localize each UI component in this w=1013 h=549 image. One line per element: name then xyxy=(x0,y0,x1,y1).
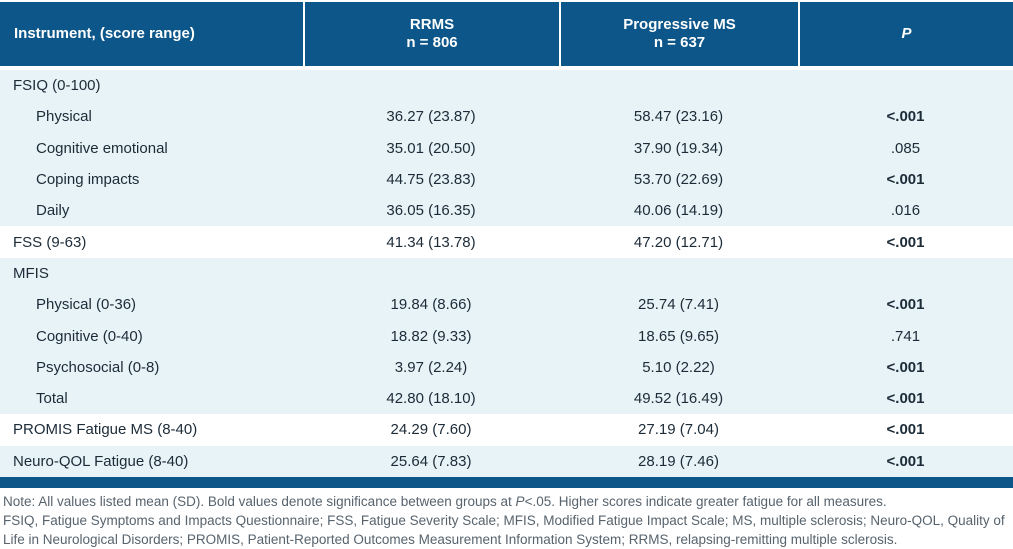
row-label: FSS (9-63) xyxy=(13,233,87,251)
pms-value: 27.19 (7.04) xyxy=(638,421,719,439)
rrms-value: 18.82 (9.33) xyxy=(390,327,472,345)
table-row: Total 42.80 (18.10) 49.52 (16.49) <.001 xyxy=(0,382,1013,415)
pms-value: 28.19 (7.46) xyxy=(638,452,719,470)
header-rrms: RRMS n = 806 xyxy=(303,2,559,66)
rrms-value: 36.05 (16.35) xyxy=(386,202,476,220)
rrms-value: 42.80 (18.10) xyxy=(386,390,476,408)
p-value xyxy=(798,70,1013,101)
p-value: <.001 xyxy=(886,358,925,376)
rrms-value xyxy=(303,258,559,289)
pms-value: 25.74 (7.41) xyxy=(638,296,719,314)
header-p-value: P xyxy=(798,2,1013,66)
rrms-value: 19.84 (8.66) xyxy=(390,296,472,314)
pms-value xyxy=(559,258,798,289)
header-progressive-ms: Progressive MS n = 637 xyxy=(559,2,798,66)
header-rrms-label: RRMS xyxy=(409,16,455,33)
row-label: Neuro-QOL Fatigue (8-40) xyxy=(13,452,189,470)
note-significance: Note: All values listed mean (SD). Bold … xyxy=(3,492,1007,511)
rrms-value xyxy=(303,70,559,101)
p-value: .016 xyxy=(890,202,921,220)
p-value: <.001 xyxy=(886,171,925,189)
note-significance-pre: Note: All values listed mean (SD). Bold … xyxy=(3,493,516,509)
rrms-value: 25.64 (7.83) xyxy=(390,452,472,470)
row-label: FSIQ (0-100) xyxy=(13,77,101,95)
table-row: Physical (0-36) 19.84 (8.66) 25.74 (7.41… xyxy=(0,289,1013,321)
row-label: MFIS xyxy=(13,264,49,282)
table-row: Daily 36.05 (16.35) 40.06 (14.19) .016 xyxy=(0,195,1013,227)
table-bottom-rule xyxy=(0,476,1013,488)
pms-value: 37.90 (19.34) xyxy=(633,139,724,157)
pms-value: 49.52 (16.49) xyxy=(633,390,724,408)
table-row: FSIQ (0-100) xyxy=(0,70,1013,102)
header-progressive-ms-label: Progressive MS xyxy=(623,16,736,33)
p-value: .741 xyxy=(890,327,921,345)
pms-value xyxy=(559,70,798,101)
rrms-value: 24.29 (7.60) xyxy=(390,421,472,439)
row-label: Physical (0-36) xyxy=(36,296,137,314)
p-value: <.001 xyxy=(886,296,925,314)
table-row: FSS (9-63) 41.34 (13.78) 47.20 (12.71) <… xyxy=(0,226,1013,258)
table-row: Neuro-QOL Fatigue (8-40) 25.64 (7.83) 28… xyxy=(0,445,1013,477)
pms-value: 18.65 (9.65) xyxy=(638,327,719,345)
pms-value: 53.70 (22.69) xyxy=(633,171,724,189)
table-row: MFIS xyxy=(0,257,1013,290)
rrms-value: 3.97 (2.24) xyxy=(394,358,468,376)
pms-value: 40.06 (14.19) xyxy=(633,202,724,220)
rrms-value: 44.75 (23.83) xyxy=(386,171,476,189)
header-instrument: Instrument, (score range) xyxy=(0,2,303,66)
table-header-row: Instrument, (score range) RRMS n = 806 P… xyxy=(0,2,1013,66)
rrms-value: 36.27 (23.87) xyxy=(386,108,476,126)
table-row: Cognitive emotional 35.01 (20.50) 37.90 … xyxy=(0,132,1013,164)
note-significance-post: <.05. Higher scores indicate greater fat… xyxy=(524,493,887,509)
p-value: <.001 xyxy=(886,452,925,470)
row-label: Cognitive emotional xyxy=(36,139,168,157)
p-value xyxy=(798,258,1013,289)
pms-value: 58.47 (23.16) xyxy=(633,108,724,126)
p-value: <.001 xyxy=(886,233,925,251)
p-value: <.001 xyxy=(886,108,925,126)
row-label: Total xyxy=(36,390,68,408)
row-label: Daily xyxy=(36,202,70,220)
row-label: Coping impacts xyxy=(36,171,140,189)
table-row: Psychosocial (0-8) 3.97 (2.24) 5.10 (2.2… xyxy=(0,351,1013,383)
row-label: Physical xyxy=(36,108,92,126)
table-row: PROMIS Fatigue MS (8-40) 24.29 (7.60) 27… xyxy=(0,414,1013,446)
header-progressive-ms-n: n = 637 xyxy=(653,34,706,51)
rrms-value: 35.01 (20.50) xyxy=(386,139,476,157)
table-body: FSIQ (0-100) Physical 36.27 (23.87) 58.4… xyxy=(0,70,1013,477)
header-p-label: P xyxy=(901,25,912,42)
note-abbreviations: FSIQ, Fatigue Symptoms and Impacts Quest… xyxy=(3,512,1005,547)
table-row: Cognitive (0-40) 18.82 (9.33) 18.65 (9.6… xyxy=(0,320,1013,352)
p-value: .085 xyxy=(890,139,921,157)
table-row: Physical 36.27 (23.87) 58.47 (23.16) <.0… xyxy=(0,101,1013,133)
table-row: Coping impacts 44.75 (23.83) 53.70 (22.6… xyxy=(0,163,1013,196)
note-significance-p: P xyxy=(515,493,525,509)
row-label: Psychosocial (0-8) xyxy=(36,358,160,376)
row-label: PROMIS Fatigue MS (8-40) xyxy=(13,421,198,439)
p-value: <.001 xyxy=(886,390,925,408)
header-instrument-label: Instrument, (score range) xyxy=(14,25,195,42)
rrms-value: 41.34 (13.78) xyxy=(386,233,476,251)
row-label: Cognitive (0-40) xyxy=(36,327,143,345)
p-value: <.001 xyxy=(886,421,925,439)
pms-value: 5.10 (2.22) xyxy=(642,358,715,376)
header-rrms-n: n = 806 xyxy=(406,34,458,51)
table-footnotes: Note: All values listed mean (SD). Bold … xyxy=(0,488,1013,549)
pms-value: 47.20 (12.71) xyxy=(633,233,724,251)
